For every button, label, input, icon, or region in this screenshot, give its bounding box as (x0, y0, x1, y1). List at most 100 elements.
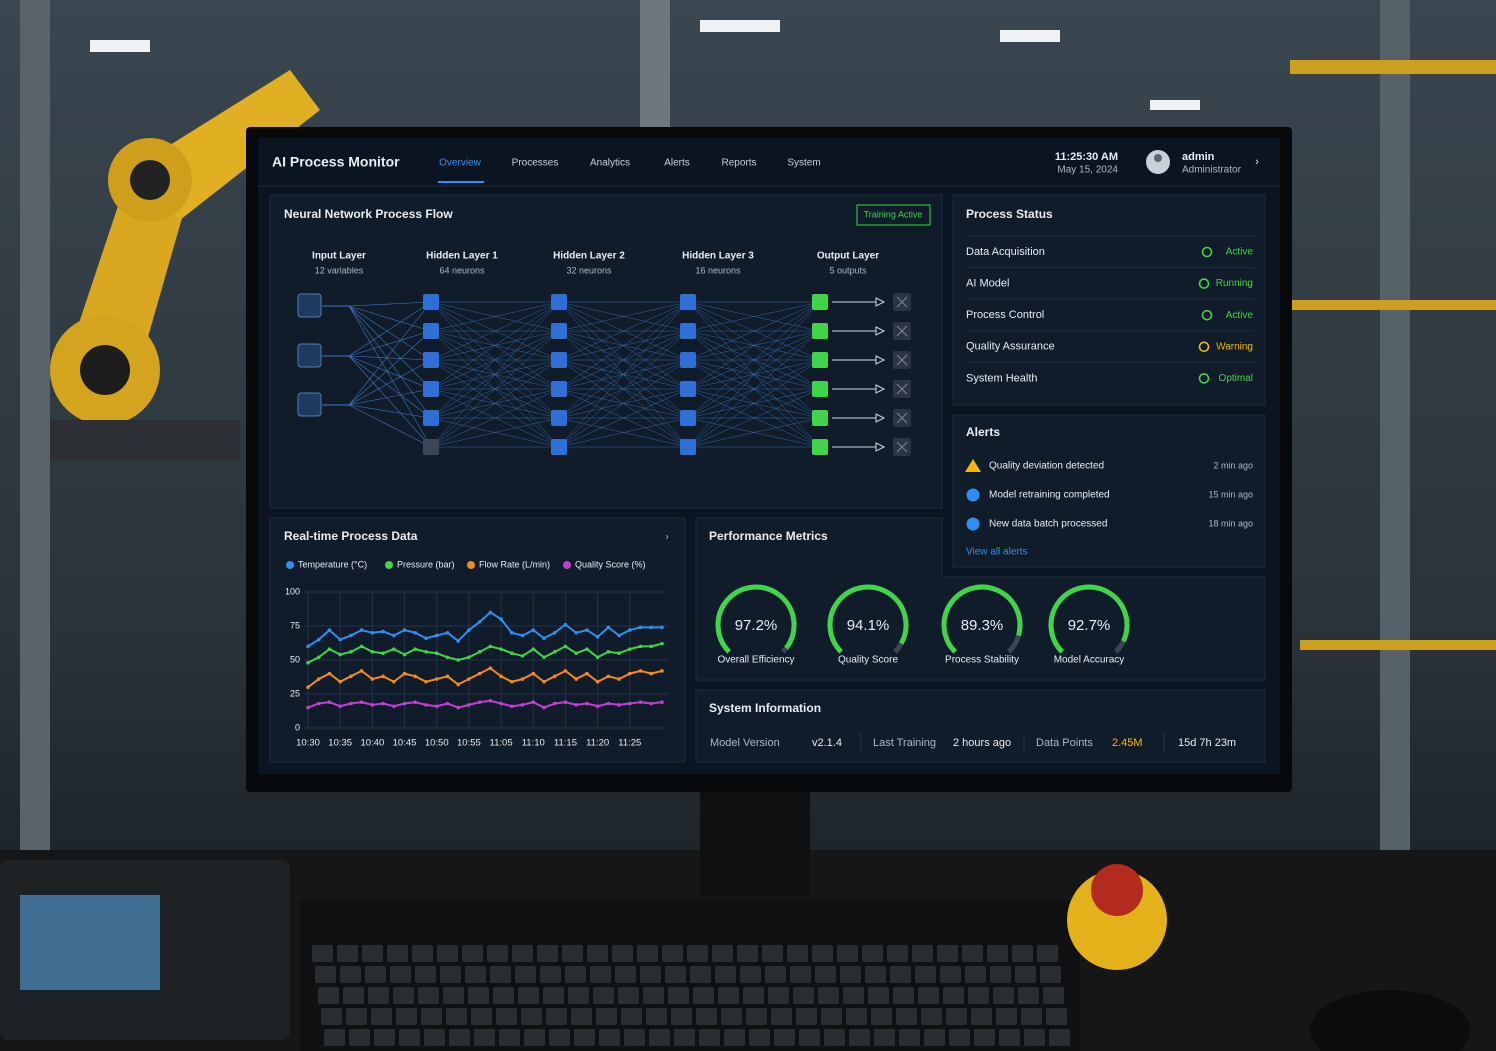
connection (558, 388, 689, 448)
data-point (467, 703, 471, 707)
data-point (520, 633, 525, 638)
legend-dot (385, 561, 393, 569)
key (762, 945, 783, 962)
alert-icon (966, 517, 980, 531)
key (924, 1029, 945, 1046)
data-point (488, 666, 493, 670)
connection (687, 388, 821, 448)
layer-detail: 5 outputs (829, 265, 867, 275)
connection (348, 301, 432, 406)
gauge-value: 89.3% (961, 617, 1004, 634)
data-point (434, 651, 439, 655)
data-point (434, 677, 439, 681)
key (749, 1029, 770, 1046)
nav-item[interactable]: Processes (512, 158, 559, 169)
key (915, 966, 936, 983)
key (774, 1029, 795, 1046)
key (340, 966, 361, 983)
key (896, 1008, 917, 1025)
key (940, 966, 961, 983)
realtime-panel (269, 517, 686, 763)
data-point (542, 679, 546, 684)
key (543, 987, 564, 1004)
legend-label: Flow Rate (L/min) (479, 559, 550, 569)
data-point (552, 631, 557, 635)
key (1021, 1008, 1042, 1025)
realtime-expand[interactable]: › (665, 532, 668, 543)
key (321, 1008, 342, 1025)
key (440, 966, 461, 983)
user-name[interactable]: admin (1182, 151, 1215, 163)
data-point (327, 700, 332, 704)
data-point (445, 701, 450, 706)
hidden-node (551, 410, 567, 426)
key (771, 1008, 792, 1025)
key (921, 1008, 942, 1025)
data-point (563, 669, 568, 673)
key (443, 987, 464, 1004)
data-point (402, 652, 407, 657)
data-point (306, 644, 310, 649)
key (418, 987, 439, 1004)
key (737, 945, 758, 962)
gauge-label: Quality Score (838, 655, 898, 666)
clock-time: 11:25:30 AM (1055, 151, 1118, 163)
data-point (552, 674, 557, 679)
key (793, 987, 814, 1004)
key (637, 945, 658, 962)
status-icon (1198, 373, 1210, 384)
data-point (434, 633, 439, 638)
nav-item[interactable]: Alerts (664, 158, 690, 169)
data-line (307, 642, 663, 664)
hidden-node (423, 323, 439, 339)
key (646, 1008, 667, 1025)
data-point (563, 700, 568, 704)
hidden-node (680, 381, 696, 397)
data-point (413, 631, 418, 635)
legend-dot (563, 561, 571, 569)
view-all-alerts[interactable]: View all alerts (966, 547, 1028, 558)
y-tick-label: 0 (295, 722, 300, 732)
data-line (307, 666, 663, 688)
key (496, 1008, 517, 1025)
user-role: Administrator (1182, 165, 1242, 176)
alert-text: Model retraining completed (989, 490, 1110, 501)
data-point (595, 635, 600, 639)
connection (687, 301, 821, 390)
status-value: Running (1216, 278, 1253, 289)
key (396, 1008, 417, 1025)
data-line (307, 699, 663, 709)
nav-item[interactable]: System (787, 158, 820, 169)
info-value: 2.45M (1112, 737, 1143, 749)
nav-item[interactable]: Overview (439, 158, 481, 169)
alerts-panel (952, 414, 1266, 568)
key (421, 1008, 442, 1025)
x-tick-label: 10:45 (393, 738, 417, 749)
key (1037, 945, 1058, 962)
key (668, 987, 689, 1004)
alert-icon (966, 488, 980, 502)
key (718, 987, 739, 1004)
input-node (297, 343, 322, 368)
data-point (606, 701, 611, 706)
status-icon (1198, 341, 1210, 353)
key (949, 1029, 970, 1046)
info-value: 15d 7h 23m (1178, 737, 1236, 749)
alert-text: New data batch processed (989, 519, 1107, 530)
data-point (595, 679, 600, 684)
user-menu-chevron[interactable]: › (1255, 156, 1259, 168)
connection (558, 301, 689, 361)
key (368, 987, 389, 1004)
data-point (660, 669, 664, 673)
connection (687, 417, 821, 448)
key (474, 1029, 495, 1046)
key (346, 1008, 367, 1025)
key (362, 945, 383, 962)
key (812, 945, 833, 962)
nav-item[interactable]: Analytics (590, 158, 630, 169)
key (612, 945, 633, 962)
nav-item[interactable]: Reports (721, 158, 756, 169)
key (974, 1029, 995, 1046)
status-value: Active (1226, 247, 1254, 258)
